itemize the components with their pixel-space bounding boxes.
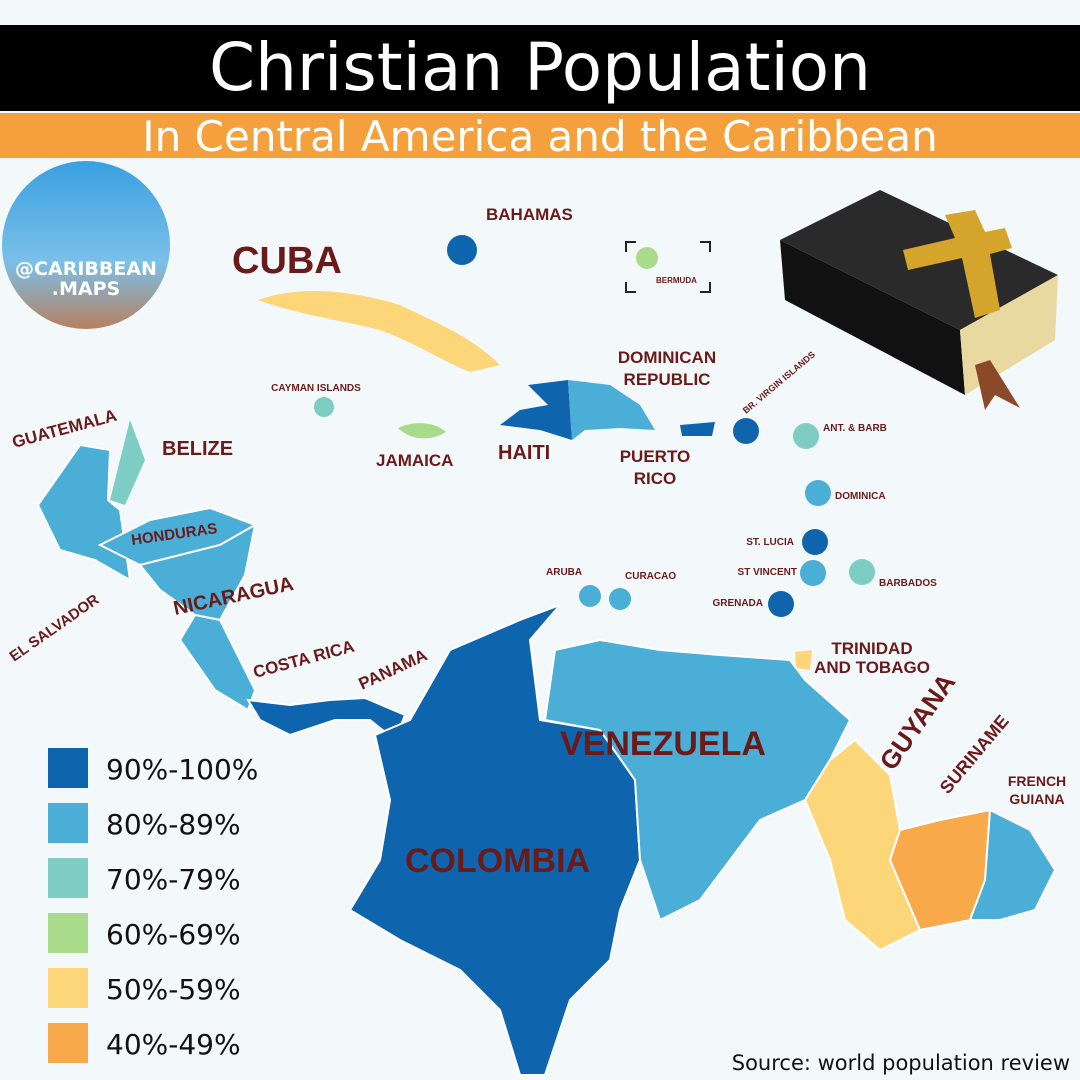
labels: CUBA BAHAMAS BERMUDA DOMINICAN REPUBLIC … bbox=[7, 205, 1067, 880]
legend-swatch bbox=[48, 803, 88, 843]
label: GRENADA bbox=[712, 598, 763, 609]
label: GUIANA bbox=[1009, 791, 1064, 807]
label: BAHAMAS bbox=[486, 205, 573, 224]
legend: 90%-100% 80%-89% 70%-79% 60%-69% 50%-59% 40%-… bbox=[48, 748, 258, 1063]
subtitle-bar bbox=[0, 113, 1080, 158]
logo-handle: .MAPS bbox=[52, 278, 120, 300]
jamaica-region bbox=[398, 423, 446, 439]
label: ST. LUCIA bbox=[746, 537, 794, 548]
label: CAYMAN ISLANDS bbox=[271, 383, 361, 394]
legend-swatch bbox=[48, 968, 88, 1008]
cayman-region bbox=[314, 397, 334, 417]
trinidad-region bbox=[795, 650, 812, 670]
regions bbox=[36, 235, 1057, 1076]
logo-handle: @CARIBBEAN bbox=[15, 258, 157, 280]
barbados-region bbox=[849, 559, 875, 585]
st-vincent-region bbox=[800, 560, 826, 586]
colombia-region bbox=[348, 604, 642, 1076]
label: ST VINCENT bbox=[738, 567, 797, 578]
legend-swatch bbox=[48, 913, 88, 953]
curacao-region bbox=[609, 588, 631, 610]
label: RICO bbox=[634, 469, 677, 488]
dominican-republic-region bbox=[568, 380, 655, 440]
label: TRINIDAD bbox=[831, 639, 912, 658]
label: BELIZE bbox=[162, 438, 233, 460]
puerto-rico-region bbox=[680, 422, 715, 436]
legend-label: 80%-89% bbox=[106, 808, 241, 841]
belize-region bbox=[110, 420, 145, 505]
label: BERMUDA bbox=[656, 276, 697, 285]
label: REPUBLIC bbox=[624, 370, 711, 389]
label: VENEZUELA bbox=[560, 725, 766, 763]
grenada-region bbox=[768, 591, 794, 617]
french-guiana-region bbox=[968, 808, 1057, 921]
legend-swatch bbox=[48, 1023, 88, 1063]
label: FRENCH bbox=[1008, 773, 1066, 789]
st-lucia-region bbox=[802, 529, 828, 555]
bermuda-region bbox=[636, 247, 658, 269]
label: CURACAO bbox=[625, 571, 676, 582]
bible-icon bbox=[780, 190, 1058, 410]
label: AND TOBAGO bbox=[814, 658, 930, 677]
label: JAMAICA bbox=[376, 451, 453, 470]
aruba-region bbox=[579, 585, 601, 607]
label: COLOMBIA bbox=[405, 842, 590, 880]
subtitle: In Central America and the Caribbean bbox=[142, 112, 937, 161]
label: ANT. & BARB bbox=[823, 423, 887, 434]
legend-label: 40%-49% bbox=[106, 1028, 241, 1061]
legend-swatch bbox=[48, 858, 88, 898]
legend-label: 90%-100% bbox=[106, 753, 258, 786]
legend-label: 70%-79% bbox=[106, 863, 241, 896]
title: Christian Population bbox=[209, 29, 871, 106]
costa-rica-region bbox=[178, 613, 257, 712]
nicaragua-region bbox=[138, 523, 257, 622]
label: ARUBA bbox=[546, 567, 582, 578]
bvi-region bbox=[733, 418, 759, 444]
label: BARBADOS bbox=[879, 578, 937, 589]
label: HAITI bbox=[498, 442, 550, 464]
legend-swatch bbox=[48, 748, 88, 788]
label: CUBA bbox=[232, 240, 342, 282]
label: PUERTO bbox=[620, 447, 691, 466]
bahamas-region bbox=[447, 235, 477, 265]
title-bar bbox=[0, 25, 1080, 111]
haiti-region bbox=[500, 380, 572, 440]
logo bbox=[2, 161, 170, 329]
legend-label: 50%-59% bbox=[106, 973, 241, 1006]
label: DOMINICAN bbox=[618, 348, 716, 367]
bermuda-frame bbox=[625, 241, 711, 293]
label: DOMINICA bbox=[835, 491, 886, 502]
legend-label: 60%-69% bbox=[106, 918, 241, 951]
dominica-region bbox=[805, 480, 831, 506]
antigua-region bbox=[793, 423, 819, 449]
source: Source: world population review bbox=[732, 1051, 1070, 1075]
cuba-region bbox=[258, 290, 500, 372]
